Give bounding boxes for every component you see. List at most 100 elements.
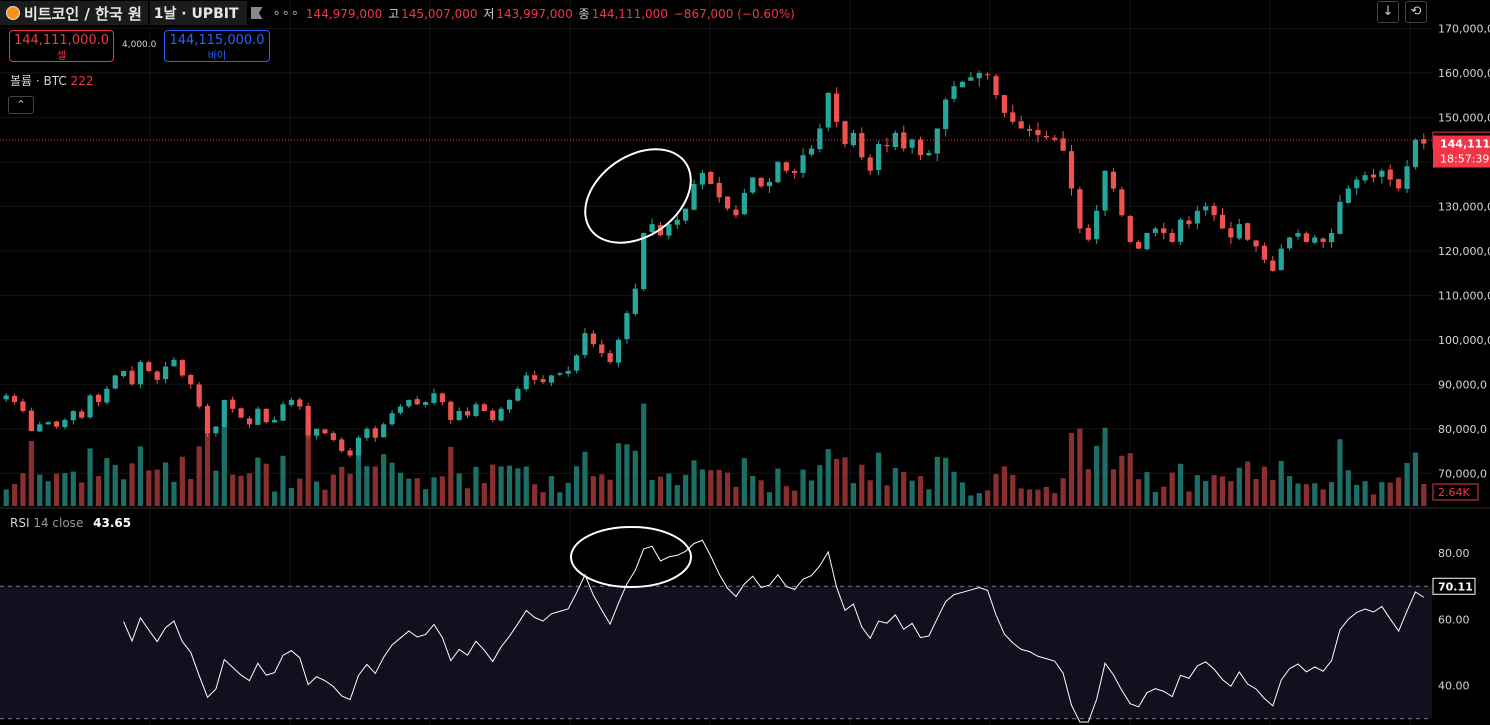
volume-bar [1337, 439, 1343, 506]
buy-button[interactable]: 144,115,000.0 바이 [164, 30, 270, 62]
volume-bar [129, 463, 135, 506]
volume-bar [1110, 469, 1117, 506]
candle [70, 411, 76, 421]
volume-bar [699, 469, 706, 506]
volume-bar [347, 473, 353, 506]
volume-bar [1094, 445, 1100, 506]
scroll-down-icon[interactable]: ↓ [1377, 1, 1399, 23]
candle [766, 181, 773, 187]
volume-bar [1270, 480, 1276, 506]
candle [1421, 139, 1427, 144]
volume-bar [934, 456, 940, 506]
candle [464, 411, 471, 416]
volume-bar [523, 466, 529, 506]
volume-bar [448, 446, 454, 506]
volume-bar [548, 476, 555, 506]
candle [1052, 137, 1058, 140]
candle [1018, 121, 1024, 129]
countdown-label: 18:57:39 [1440, 153, 1489, 166]
volume-bar [104, 458, 110, 506]
volume-bar [53, 473, 60, 506]
candle [808, 148, 815, 155]
candle [1219, 214, 1226, 229]
price-tick-label: 110,000,0 [1438, 289, 1490, 302]
candle [875, 144, 882, 171]
candle [1144, 233, 1150, 250]
candle [523, 375, 529, 390]
price-tick-label: 90,000,0 [1438, 378, 1487, 391]
volume-bar [381, 454, 387, 506]
candle [515, 388, 521, 401]
refresh-icon[interactable]: ⟲ [1405, 1, 1427, 23]
volume-legend: 볼륨 · BTC 222 [10, 72, 94, 89]
candle [171, 359, 177, 367]
candle [641, 233, 647, 290]
candle [1379, 170, 1385, 177]
volume-bar [1102, 427, 1108, 506]
volume-bar [1253, 478, 1259, 506]
candle [272, 419, 278, 423]
volume-bar [1404, 462, 1410, 506]
volume-bar [297, 478, 303, 506]
candle [87, 395, 93, 418]
volume-bar [1186, 491, 1192, 506]
volume-bar [79, 482, 85, 506]
last-price-box [1433, 135, 1490, 168]
volume-bar [783, 486, 789, 506]
volume-bar [263, 463, 269, 506]
candle [439, 393, 445, 403]
candle [364, 428, 370, 438]
candle [834, 93, 840, 122]
volume-bar [766, 492, 773, 506]
volume-bar [1261, 466, 1268, 506]
candle [1152, 228, 1158, 233]
candle [1328, 233, 1335, 243]
candle [288, 399, 294, 405]
close-label: 종 [578, 6, 590, 21]
volume-bar [137, 446, 144, 506]
candle [1370, 174, 1377, 178]
candle [246, 418, 253, 425]
candle [926, 152, 932, 156]
candle [842, 121, 848, 145]
last-price-label: 144,111,0 [1440, 138, 1490, 151]
candle [683, 208, 689, 221]
rsi-tick-label: 60.00 [1438, 613, 1470, 626]
rsi-value: 43.65 [93, 516, 132, 530]
volume-bar [1152, 492, 1158, 506]
candle [993, 76, 999, 96]
flag-icon[interactable] [250, 7, 263, 19]
volume-bar [1320, 489, 1326, 506]
volume-bar [162, 462, 169, 506]
volume-bar [708, 470, 714, 506]
volume-bar [322, 489, 328, 506]
candle [716, 182, 722, 198]
volume-bar [355, 442, 362, 506]
symbol-selector[interactable]: 비트코인 / 한국 원 [0, 1, 148, 25]
sell-price: 144,111,000.0 [13, 33, 110, 48]
collapse-icon[interactable]: ⌃ [8, 96, 34, 114]
volume-bar [456, 473, 462, 506]
volume-bar [431, 477, 437, 506]
volume-bar [313, 481, 320, 506]
close-value: 144,111,000 [591, 6, 668, 21]
candle [129, 370, 135, 385]
volume-bar [674, 485, 680, 506]
rsi-annotation-ellipse [570, 526, 692, 588]
candle [1320, 238, 1326, 242]
volume-marker-label: 2.64K [1438, 486, 1470, 499]
candle [355, 437, 362, 456]
volume-bar [724, 472, 731, 506]
interval-selector[interactable]: 1날 · UPBIT [149, 1, 247, 25]
more-icon[interactable]: ∘∘∘ [272, 5, 300, 21]
volume-bar [70, 471, 76, 506]
candle [137, 362, 144, 385]
volume-bar [154, 469, 160, 506]
candle [1295, 233, 1301, 237]
volume-bar [540, 492, 546, 506]
candle [1345, 188, 1351, 203]
sell-button[interactable]: 144,111,000.0 셀 [9, 30, 114, 62]
volume-bar [959, 482, 966, 506]
volume-bar [1219, 476, 1226, 506]
